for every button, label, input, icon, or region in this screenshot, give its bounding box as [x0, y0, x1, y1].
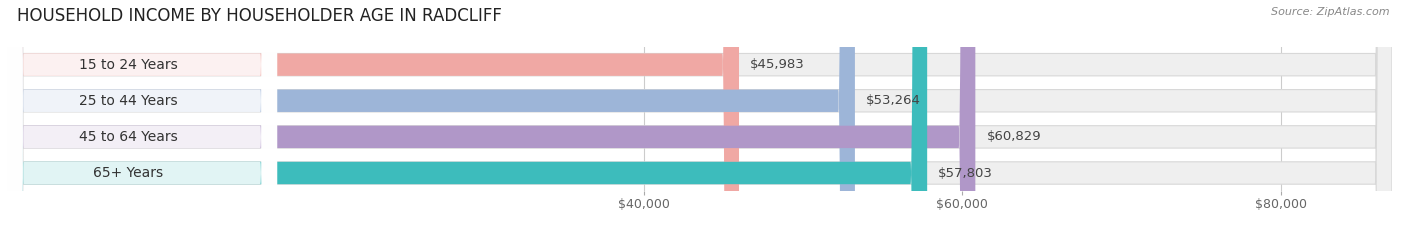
Text: $57,803: $57,803: [938, 167, 993, 179]
Text: 45 to 64 Years: 45 to 64 Years: [79, 130, 179, 144]
FancyBboxPatch shape: [7, 0, 927, 233]
FancyBboxPatch shape: [7, 0, 1392, 233]
FancyBboxPatch shape: [7, 0, 1392, 233]
FancyBboxPatch shape: [7, 0, 277, 233]
FancyBboxPatch shape: [7, 0, 855, 233]
Text: $45,983: $45,983: [749, 58, 804, 71]
Text: Source: ZipAtlas.com: Source: ZipAtlas.com: [1271, 7, 1389, 17]
Text: HOUSEHOLD INCOME BY HOUSEHOLDER AGE IN RADCLIFF: HOUSEHOLD INCOME BY HOUSEHOLDER AGE IN R…: [17, 7, 502, 25]
FancyBboxPatch shape: [7, 0, 1392, 233]
Text: 25 to 44 Years: 25 to 44 Years: [79, 94, 179, 108]
Text: 65+ Years: 65+ Years: [93, 166, 163, 180]
FancyBboxPatch shape: [7, 0, 277, 233]
FancyBboxPatch shape: [7, 0, 277, 233]
FancyBboxPatch shape: [7, 0, 277, 233]
Text: $53,264: $53,264: [866, 94, 921, 107]
FancyBboxPatch shape: [7, 0, 976, 233]
Text: 15 to 24 Years: 15 to 24 Years: [79, 58, 179, 72]
FancyBboxPatch shape: [7, 0, 1392, 233]
FancyBboxPatch shape: [7, 0, 740, 233]
Text: $60,829: $60,829: [987, 130, 1040, 143]
